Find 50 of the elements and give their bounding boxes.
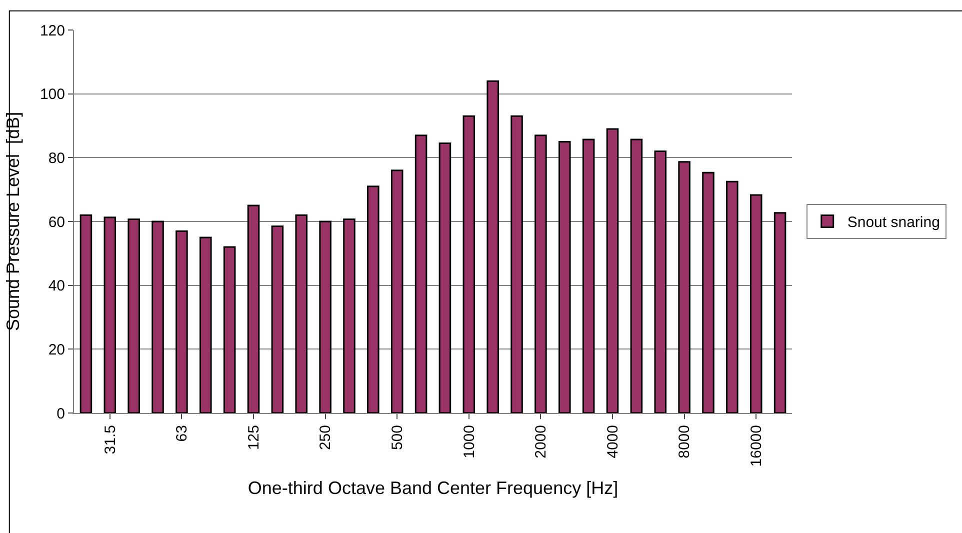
legend-label: Snout snaring: [847, 214, 940, 232]
x-tick-label: 125: [245, 425, 262, 450]
y-tick-label: 0: [56, 405, 65, 422]
bar: [295, 214, 308, 413]
y-tick-label: 120: [40, 22, 65, 40]
y-tick-label: 40: [48, 278, 65, 295]
bar: [438, 142, 452, 413]
x-tick-label: 63: [174, 425, 191, 442]
bar: [247, 204, 260, 413]
bar: [534, 134, 547, 413]
bar: [152, 220, 164, 413]
bar: [223, 246, 236, 413]
bar: [367, 186, 380, 413]
y-tick-label: 60: [48, 214, 65, 231]
bar: [462, 115, 476, 413]
x-tick-label: 2000: [532, 425, 550, 458]
bar: [80, 214, 92, 413]
bar: [176, 230, 188, 413]
y-tick-label: 80: [48, 150, 65, 167]
x-tick-label: 31.5: [102, 425, 119, 454]
bar: [200, 236, 212, 413]
bar: [750, 194, 762, 413]
bar: [319, 220, 332, 413]
x-tick-label: 1000: [460, 425, 478, 458]
y-tick-label: 20: [48, 341, 65, 358]
bar: [774, 212, 786, 413]
x-tick-label: 8000: [676, 425, 694, 458]
bar: [271, 226, 284, 413]
x-tick-label: 4000: [604, 425, 622, 458]
x-tick-label: 16000: [748, 425, 765, 467]
bar: [486, 80, 499, 413]
bar: [702, 172, 714, 413]
x-tick-label: 250: [317, 425, 334, 450]
bar: [606, 128, 619, 413]
bar: [128, 218, 140, 413]
bar: [582, 138, 595, 413]
bar: [104, 216, 116, 413]
bar: [510, 115, 523, 413]
x-axis-title: One-third Octave Band Center Frequency [Hz]: [248, 478, 618, 498]
bar: [678, 161, 690, 413]
bar: [654, 150, 666, 413]
x-tick-label: 500: [388, 425, 406, 450]
y-tick-label: 100: [40, 86, 65, 104]
bar: [390, 170, 404, 413]
bar: [558, 140, 571, 413]
y-axis-title: Sound Pressure Level [dB]: [3, 112, 24, 332]
bar: [630, 138, 643, 413]
bar: [726, 180, 738, 413]
bar: [414, 134, 428, 413]
bar: [343, 218, 356, 413]
